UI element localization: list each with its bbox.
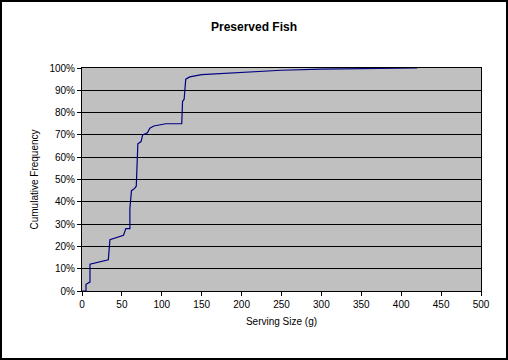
svg-text:60%: 60%	[55, 152, 75, 163]
svg-text:200: 200	[233, 299, 250, 310]
svg-text:0: 0	[79, 299, 85, 310]
svg-text:250: 250	[273, 299, 290, 310]
svg-text:300: 300	[313, 299, 330, 310]
svg-text:100: 100	[153, 299, 170, 310]
svg-text:500: 500	[473, 299, 490, 310]
svg-text:50%: 50%	[55, 174, 75, 185]
svg-text:Serving Size (g): Serving Size (g)	[246, 316, 317, 327]
svg-text:80%: 80%	[55, 107, 75, 118]
svg-text:70%: 70%	[55, 129, 75, 140]
svg-text:400: 400	[393, 299, 410, 310]
svg-text:350: 350	[353, 299, 370, 310]
svg-text:50: 50	[116, 299, 128, 310]
svg-text:20%: 20%	[55, 241, 75, 252]
svg-text:150: 150	[193, 299, 210, 310]
svg-text:90%: 90%	[55, 85, 75, 96]
svg-text:450: 450	[433, 299, 450, 310]
svg-text:30%: 30%	[55, 219, 75, 230]
svg-text:0%: 0%	[61, 286, 76, 297]
svg-text:Cumulative Frequency: Cumulative Frequency	[29, 129, 40, 229]
svg-text:100%: 100%	[49, 63, 75, 74]
svg-text:10%: 10%	[55, 263, 75, 274]
svg-text:40%: 40%	[55, 196, 75, 207]
svg-text:Preserved Fish: Preserved Fish	[211, 20, 297, 34]
